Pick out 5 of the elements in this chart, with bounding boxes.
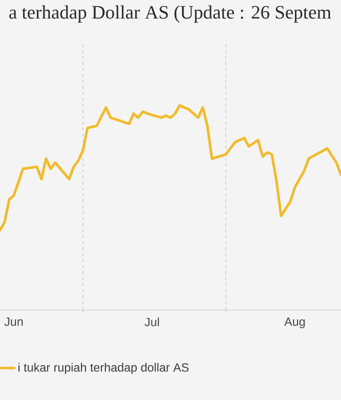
legend-label: i tukar rupiah terhadap dollar AS — [18, 362, 189, 374]
x-tick-label: Jul — [144, 318, 159, 326]
x-tick-label: Aug — [284, 318, 305, 328]
x-tick-label: Jun — [4, 318, 23, 326]
chart-title: a terhadap Dollar AS (Update : 26 Septem — [9, 5, 332, 23]
